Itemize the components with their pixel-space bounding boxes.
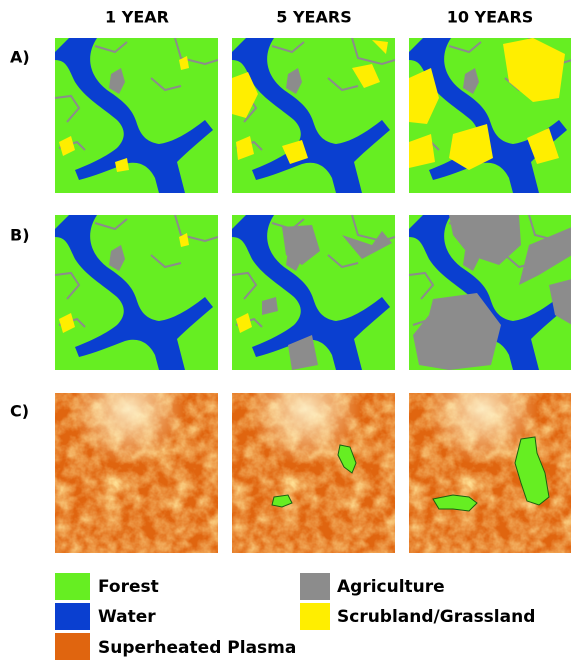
row-label: C) (10, 402, 29, 421)
legend-swatch (300, 573, 330, 600)
column-header: 1 YEAR (105, 8, 169, 27)
map-panel (409, 38, 571, 193)
map-panel (409, 393, 571, 553)
map-panel (55, 393, 218, 553)
legend-label: Scrubland/Grassland (337, 607, 535, 627)
map-panel (55, 215, 218, 370)
row-label: B) (10, 226, 30, 245)
legend-label: Forest (98, 577, 159, 597)
legend: Forest Water Superheated Plasma Agricult… (55, 573, 535, 660)
legend-label: Superheated Plasma (98, 638, 296, 658)
legend-swatch (55, 633, 90, 660)
figure: 1 YEAR 5 YEARS 10 YEARS A) B) C) (0, 0, 571, 660)
legend-label: Agriculture (337, 577, 445, 597)
column-header: 10 YEARS (447, 8, 534, 27)
legend-swatch (300, 603, 330, 630)
legend-swatch (55, 603, 90, 630)
map-panel (409, 215, 571, 370)
legend-label: Water (98, 607, 156, 627)
column-header: 5 YEARS (276, 8, 351, 27)
map-panel (232, 393, 395, 553)
map-panel (55, 38, 218, 193)
map-panel (232, 215, 395, 370)
row-label: A) (10, 48, 30, 67)
map-panel (232, 38, 395, 193)
legend-swatch (55, 573, 90, 600)
